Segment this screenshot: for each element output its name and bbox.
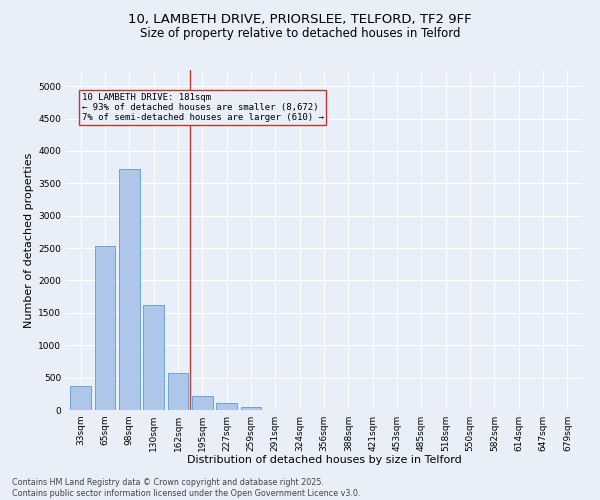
Text: 10 LAMBETH DRIVE: 181sqm
← 93% of detached houses are smaller (8,672)
7% of semi: 10 LAMBETH DRIVE: 181sqm ← 93% of detach… [82, 92, 323, 122]
Bar [119, 169, 140, 410]
Text: Size of property relative to detached houses in Telford: Size of property relative to detached ho… [140, 28, 460, 40]
Y-axis label: Number of detached properties: Number of detached properties [24, 152, 34, 328]
X-axis label: Distribution of detached houses by size in Telford: Distribution of detached houses by size … [187, 456, 461, 466]
Bar [241, 408, 262, 410]
Text: 10, LAMBETH DRIVE, PRIORSLEE, TELFORD, TF2 9FF: 10, LAMBETH DRIVE, PRIORSLEE, TELFORD, T… [128, 12, 472, 26]
Bar [143, 305, 164, 410]
Bar [216, 403, 237, 410]
Bar [167, 373, 188, 410]
Bar [70, 386, 91, 410]
Bar [95, 246, 115, 410]
Text: Contains HM Land Registry data © Crown copyright and database right 2025.
Contai: Contains HM Land Registry data © Crown c… [12, 478, 361, 498]
Bar [192, 396, 212, 410]
